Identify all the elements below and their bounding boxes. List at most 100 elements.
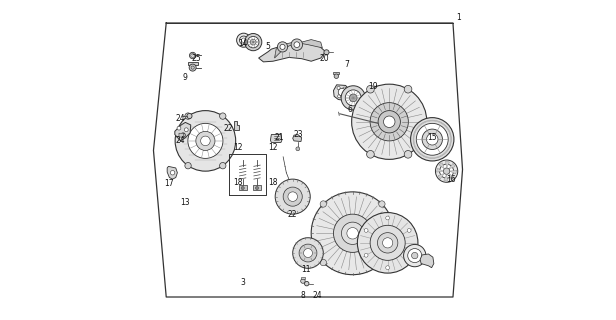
Circle shape — [245, 34, 262, 51]
Polygon shape — [333, 85, 349, 101]
Text: 6: 6 — [348, 105, 353, 114]
Circle shape — [320, 260, 326, 266]
Circle shape — [333, 214, 371, 252]
Circle shape — [237, 33, 251, 47]
Circle shape — [337, 86, 340, 90]
Text: 18: 18 — [233, 178, 243, 187]
Circle shape — [190, 52, 196, 59]
Circle shape — [283, 187, 302, 206]
Circle shape — [370, 103, 408, 141]
Circle shape — [411, 252, 418, 259]
Text: 3: 3 — [240, 278, 245, 287]
Polygon shape — [275, 40, 322, 58]
Circle shape — [384, 116, 395, 127]
Circle shape — [367, 150, 375, 158]
Circle shape — [338, 95, 341, 98]
Polygon shape — [450, 170, 456, 174]
Polygon shape — [179, 133, 184, 137]
Circle shape — [367, 85, 375, 93]
Circle shape — [347, 228, 359, 239]
Circle shape — [185, 163, 191, 169]
Circle shape — [386, 216, 389, 220]
Text: 23: 23 — [294, 130, 303, 139]
Circle shape — [364, 253, 368, 257]
Circle shape — [407, 228, 411, 232]
Circle shape — [386, 266, 389, 270]
Circle shape — [416, 123, 448, 155]
Text: 12: 12 — [268, 143, 278, 152]
Polygon shape — [333, 72, 339, 74]
Text: 22: 22 — [287, 210, 297, 219]
Circle shape — [334, 74, 339, 78]
Circle shape — [411, 118, 454, 161]
Text: 21: 21 — [275, 133, 284, 142]
Polygon shape — [445, 161, 450, 168]
Polygon shape — [253, 186, 261, 190]
Circle shape — [293, 238, 323, 268]
Circle shape — [378, 233, 398, 253]
Polygon shape — [175, 123, 191, 141]
Circle shape — [344, 95, 347, 98]
Circle shape — [277, 42, 288, 52]
Circle shape — [436, 160, 458, 182]
Circle shape — [219, 163, 226, 169]
Text: 22: 22 — [224, 124, 233, 132]
Circle shape — [320, 201, 326, 207]
Text: 11: 11 — [302, 265, 311, 274]
Circle shape — [175, 111, 236, 171]
Circle shape — [248, 36, 259, 48]
Text: 14: 14 — [238, 39, 248, 48]
Circle shape — [304, 281, 309, 286]
Text: 1: 1 — [456, 13, 461, 22]
Circle shape — [240, 36, 248, 44]
Circle shape — [426, 133, 438, 145]
Polygon shape — [301, 277, 305, 279]
Text: 18: 18 — [268, 178, 278, 187]
Circle shape — [341, 86, 365, 110]
Polygon shape — [234, 121, 240, 130]
Text: 19: 19 — [368, 82, 378, 91]
Circle shape — [301, 279, 305, 283]
Circle shape — [440, 164, 453, 178]
Circle shape — [188, 123, 223, 158]
Text: 24: 24 — [176, 114, 185, 123]
Circle shape — [181, 133, 185, 137]
Circle shape — [201, 136, 210, 146]
Circle shape — [294, 42, 300, 48]
Polygon shape — [167, 166, 177, 179]
Text: 20: 20 — [319, 53, 329, 62]
Polygon shape — [259, 43, 325, 62]
Circle shape — [241, 187, 245, 190]
Circle shape — [408, 249, 422, 263]
Circle shape — [357, 212, 418, 273]
Polygon shape — [449, 173, 455, 180]
Circle shape — [324, 50, 329, 55]
Circle shape — [288, 192, 298, 201]
Circle shape — [256, 187, 259, 190]
Circle shape — [304, 249, 312, 258]
Circle shape — [280, 44, 285, 50]
Polygon shape — [420, 254, 434, 268]
Circle shape — [311, 192, 394, 275]
Circle shape — [185, 113, 191, 119]
Polygon shape — [449, 163, 455, 169]
Polygon shape — [187, 62, 198, 65]
Circle shape — [370, 225, 405, 260]
Text: 9: 9 — [182, 73, 187, 82]
Text: 25: 25 — [192, 53, 201, 62]
Polygon shape — [439, 163, 444, 169]
Circle shape — [184, 128, 188, 132]
Circle shape — [291, 39, 302, 50]
Text: 17: 17 — [164, 179, 174, 188]
Polygon shape — [437, 168, 444, 172]
Polygon shape — [293, 134, 302, 141]
Text: 8: 8 — [301, 291, 306, 300]
Text: 13: 13 — [180, 198, 190, 207]
Circle shape — [407, 253, 411, 257]
Circle shape — [352, 84, 427, 159]
Polygon shape — [239, 186, 246, 190]
Circle shape — [422, 129, 442, 149]
Circle shape — [338, 88, 346, 96]
Circle shape — [275, 179, 310, 214]
Circle shape — [378, 111, 400, 133]
